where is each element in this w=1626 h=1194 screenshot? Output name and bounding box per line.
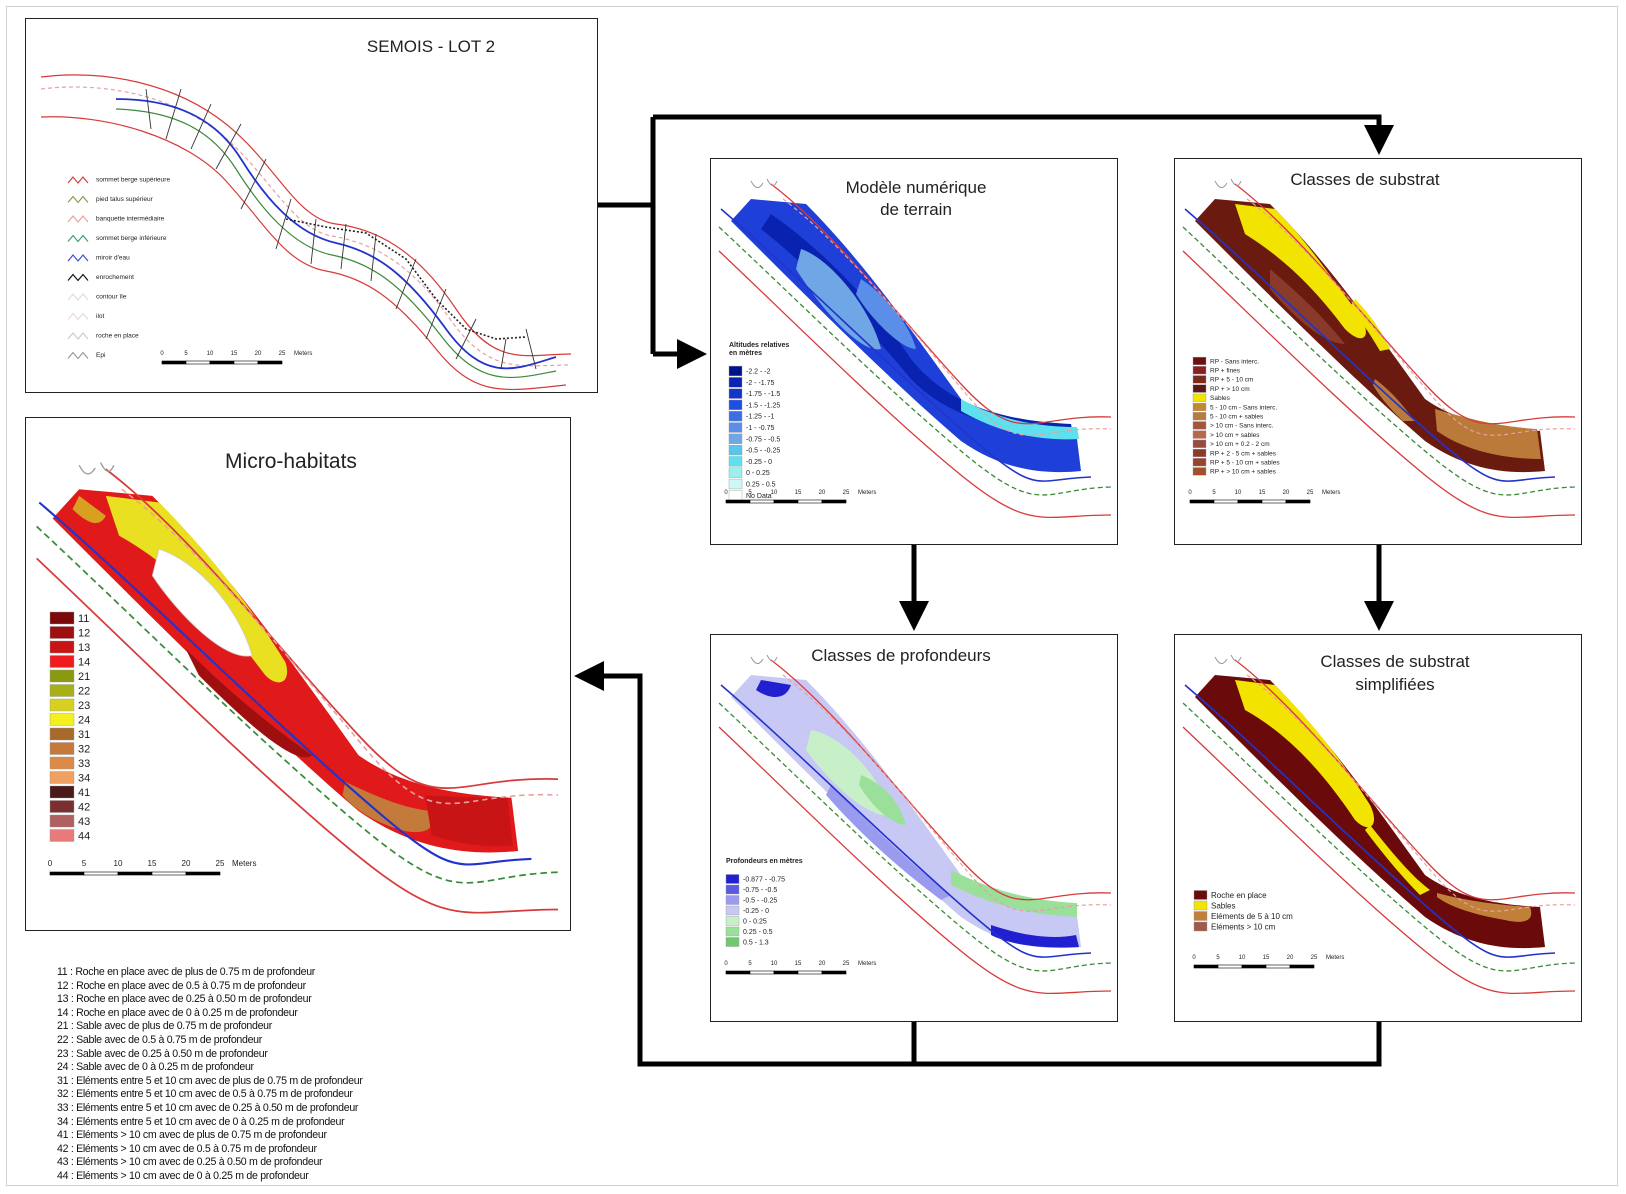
note: 44 : Eléments > 10 cm avec de 0 à 0.25 m… bbox=[57, 1170, 363, 1184]
note: 22 : Sable avec de 0.5 à 0.75 m de profo… bbox=[57, 1034, 363, 1048]
note: 33 : Eléments entre 5 et 10 cm avec de 0… bbox=[57, 1102, 363, 1116]
note: 23 : Sable avec de 0.25 à 0.50 m de prof… bbox=[57, 1048, 363, 1062]
note: 32 : Eléments entre 5 et 10 cm avec de 0… bbox=[57, 1088, 363, 1102]
note: 41 : Eléments > 10 cm avec de plus de 0.… bbox=[57, 1129, 363, 1143]
note: 12 : Roche en place avec de 0.5 à 0.75 m… bbox=[57, 980, 363, 994]
note: 21 : Sable avec de plus de 0.75 m de pro… bbox=[57, 1020, 363, 1034]
note: 11 : Roche en place avec de plus de 0.75… bbox=[57, 966, 363, 980]
note: 14 : Roche en place avec de 0 à 0.25 m d… bbox=[57, 1007, 363, 1021]
note: 24 : Sable avec de 0 à 0.25 m de profond… bbox=[57, 1061, 363, 1075]
note: 13 : Roche en place avec de 0.25 à 0.50 … bbox=[57, 993, 363, 1007]
note: 31 : Eléments entre 5 et 10 cm avec de p… bbox=[57, 1075, 363, 1089]
note: 42 : Eléments > 10 cm avec de 0.5 à 0.75… bbox=[57, 1143, 363, 1157]
notes: 11 : Roche en place avec de plus de 0.75… bbox=[57, 966, 363, 1184]
note: 34 : Eléments entre 5 et 10 cm avec de 0… bbox=[57, 1116, 363, 1130]
note: 43 : Eléments > 10 cm avec de 0.25 à 0.5… bbox=[57, 1156, 363, 1170]
page: {"panels":{ "lot":{"title":"SEMOIS - LOT… bbox=[0, 0, 1626, 1194]
